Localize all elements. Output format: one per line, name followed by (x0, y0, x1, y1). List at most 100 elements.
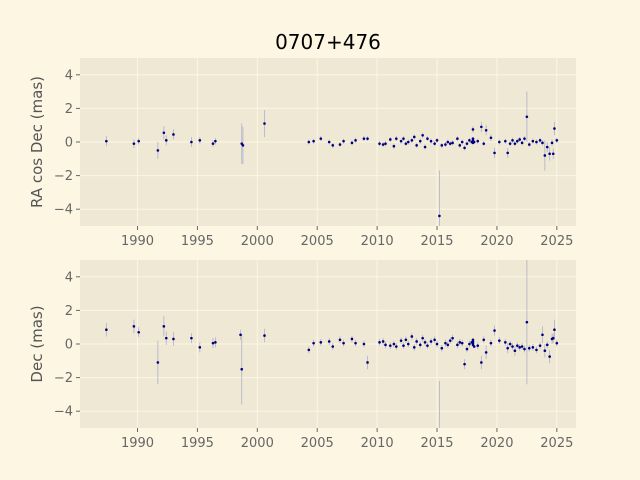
dec-data-point (394, 345, 398, 348)
ra-data-point (415, 144, 418, 147)
dec-data-point (543, 349, 547, 353)
ra-data-point (518, 138, 521, 141)
ra-data-point (362, 137, 366, 140)
ra-data-point (543, 154, 547, 157)
ra-data-point (458, 144, 462, 147)
dec-y-tick-label: 2 (65, 304, 73, 319)
ra-data-point (541, 141, 544, 145)
ra-data-point (456, 137, 459, 140)
dec-data-point (331, 345, 335, 348)
dec-data-point (538, 344, 542, 347)
ra-data-point (418, 139, 422, 143)
ra-data-point (444, 143, 447, 146)
dec-data-point (307, 348, 311, 352)
ra-data-point (241, 144, 245, 147)
ra-data-point (423, 145, 427, 149)
ra-data-point (164, 139, 168, 142)
ra-data-point (471, 137, 475, 140)
ra-data-point (433, 142, 436, 145)
dec-data-point (378, 341, 381, 344)
ra-data-point (531, 139, 535, 143)
dec-data-point (451, 336, 454, 340)
dec-data-point (418, 343, 422, 347)
dec-data-point (476, 344, 480, 347)
dec-x-tick-label: 2025 (540, 436, 573, 451)
dec-data-point (444, 341, 447, 345)
ra-points (105, 115, 559, 218)
ra-data-point (331, 144, 335, 147)
ra-data-point (448, 142, 452, 145)
ra-data-point (489, 136, 493, 140)
dec-data-point (531, 346, 535, 349)
ra-data-point (498, 140, 501, 144)
ra-data-point (446, 140, 450, 144)
ra-data-point (440, 144, 444, 147)
dec-data-point (362, 342, 366, 346)
dec-data-point (511, 345, 514, 348)
ra-data-point (553, 127, 556, 130)
dec-data-point (513, 349, 517, 353)
dec-data-point (366, 361, 369, 364)
ra-data-point (545, 145, 549, 149)
dec-y-tick-label: −4 (54, 405, 73, 420)
dec-x-tick-label: 1990 (121, 436, 154, 451)
ra-data-point (523, 137, 526, 140)
dec-data-point (506, 346, 510, 350)
dec-data-point (548, 355, 551, 358)
dec-data-point (198, 346, 202, 349)
ra-data-point (388, 138, 392, 141)
ra-data-point (511, 139, 514, 142)
ra-data-point (471, 128, 475, 131)
ra-data-point (525, 115, 529, 119)
ra-data-point (214, 139, 217, 143)
ra-data-point (527, 143, 531, 146)
ra-data-point (426, 137, 429, 140)
dec-data-point (525, 320, 529, 324)
ra-y-ticks: −4 −2 0 2 4 (54, 68, 80, 218)
dec-y-axis-label: Dec (mas) (28, 305, 46, 382)
dec-data-point (429, 340, 433, 343)
ra-data-point (381, 143, 385, 146)
ra-data-point (198, 139, 202, 142)
dec-data-point (190, 336, 193, 340)
ra-data-point (421, 133, 424, 137)
dec-y-tick-label: 0 (65, 338, 73, 353)
ra-data-point (438, 214, 441, 218)
ra-data-point (392, 144, 396, 148)
ra-data-point (404, 142, 408, 145)
ra-y-axis-label: RA cos Dec (mas) (28, 76, 46, 208)
dec-data-point (465, 347, 469, 351)
ra-data-point (412, 135, 416, 139)
ra-data-point (190, 140, 193, 144)
dec-data-point (468, 342, 471, 346)
ra-data-point (384, 142, 387, 145)
ra-data-point (319, 137, 323, 140)
dec-data-point (555, 341, 559, 345)
dec-data-point (392, 342, 396, 346)
dec-data-point (402, 344, 405, 347)
ra-data-point (156, 149, 160, 152)
ra-data-point (137, 139, 141, 143)
dec-data-point (523, 347, 526, 351)
ra-data-point (402, 137, 405, 140)
ra-data-point (132, 142, 136, 145)
dec-data-point (399, 339, 403, 342)
dec-data-point (484, 351, 488, 354)
dec-data-point (211, 341, 215, 345)
dec-data-point (508, 342, 512, 346)
dec-y-tick-label: 4 (65, 270, 73, 285)
ra-y-tick-label: 4 (65, 68, 73, 83)
ra-data-point (484, 128, 488, 132)
dec-data-point (239, 333, 242, 337)
dec-x-tick-label: 2020 (480, 436, 513, 451)
dec-x-tick-label: 1995 (181, 436, 214, 451)
ra-data-point (354, 139, 357, 142)
dec-data-point (493, 329, 496, 332)
ra-data-point (493, 151, 496, 155)
chart-title: 0707+476 (275, 30, 381, 54)
ra-data-point (555, 139, 559, 142)
ra-y-tick-label: 2 (65, 102, 73, 117)
ra-x-tick-label: 1995 (181, 234, 214, 249)
ra-x-tick-label: 2020 (480, 234, 513, 249)
ra-data-point (435, 139, 439, 142)
